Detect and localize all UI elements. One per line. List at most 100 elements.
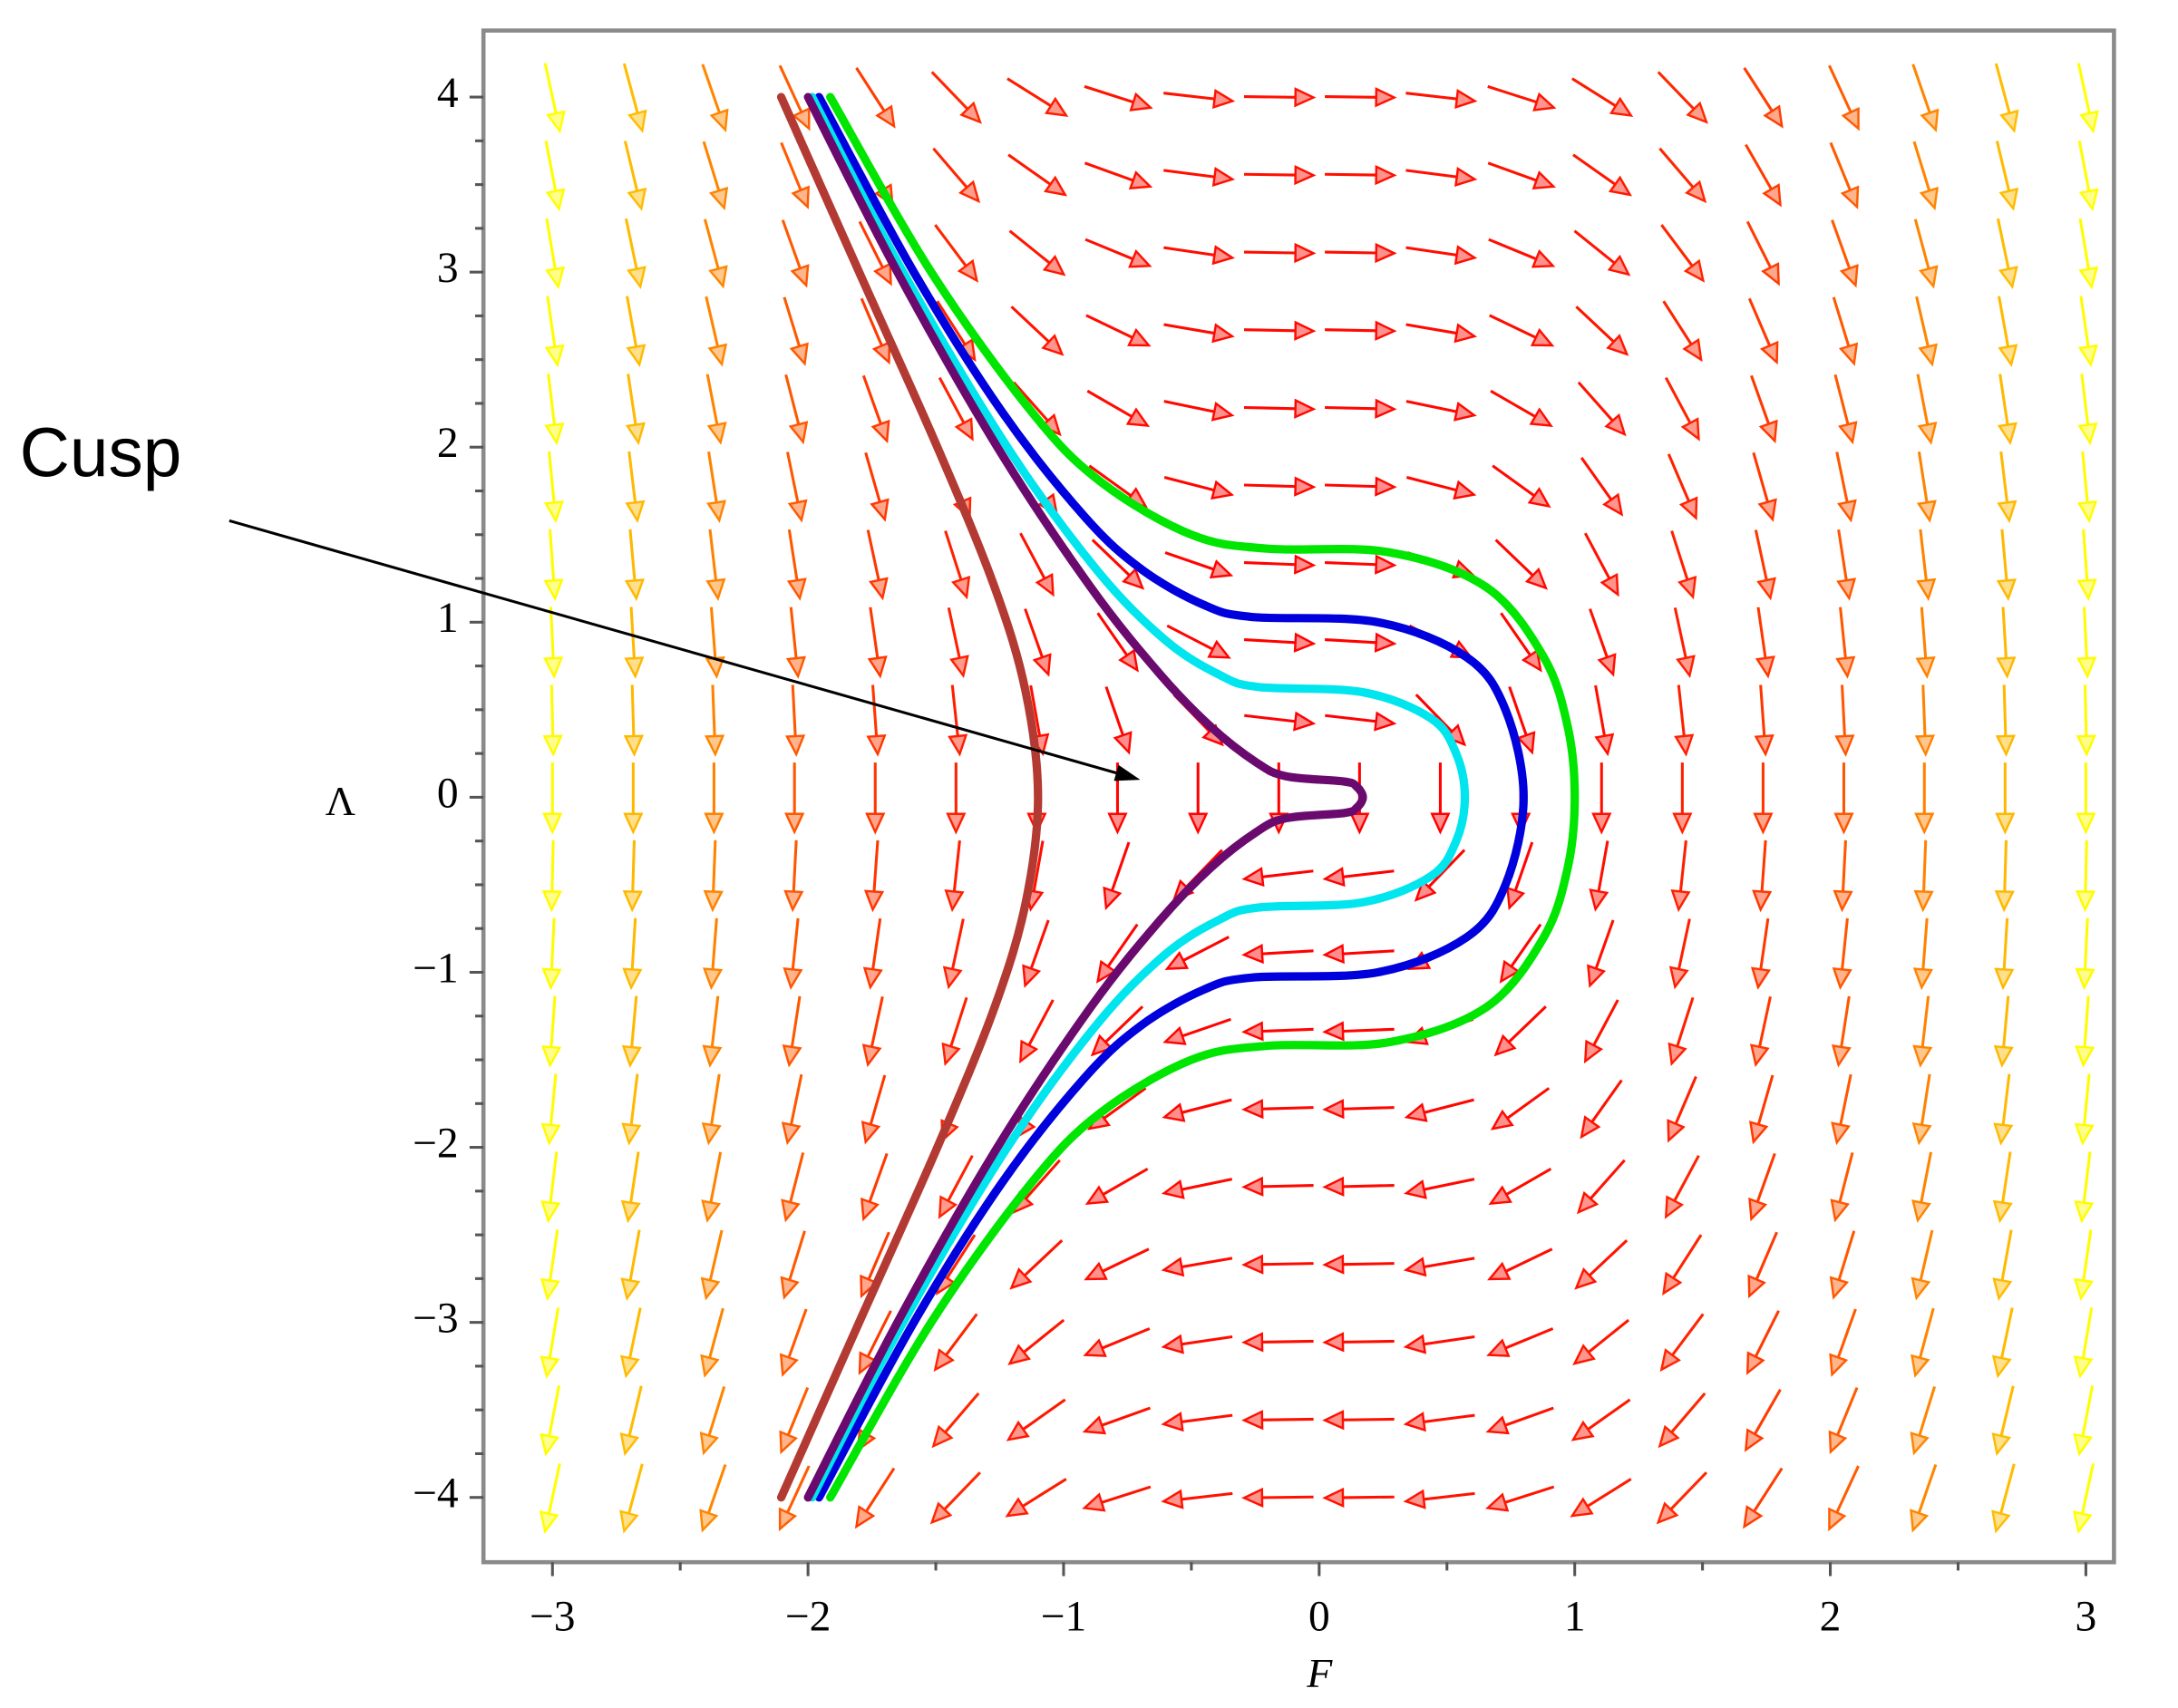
field-arrow	[1673, 607, 1696, 679]
field-arrow	[1911, 63, 1940, 133]
field-arrow	[1161, 1412, 1233, 1432]
arrow-head	[1999, 109, 2019, 133]
arrow-shaft	[1918, 1307, 1935, 1359]
arrow-head	[1009, 1267, 1033, 1290]
field-arrow	[1832, 917, 1852, 991]
field-arrow	[1086, 389, 1151, 427]
arrow-shaft	[1488, 238, 1537, 261]
arrow-shaft	[1342, 1184, 1395, 1189]
arrow-head	[1995, 812, 2016, 835]
arrow-head	[1919, 186, 1939, 211]
arrow-head	[622, 967, 643, 991]
arrow-shaft	[1674, 1075, 1697, 1125]
arrow-shaft	[711, 917, 718, 970]
arrow-head	[1602, 492, 1624, 517]
arrow-shaft	[1921, 684, 1927, 737]
field-arrow	[622, 63, 647, 133]
arrow-shaft	[1325, 172, 1376, 177]
arrow-head	[1608, 175, 1632, 197]
arrow-head	[865, 812, 886, 835]
arrow-head	[2076, 656, 2097, 679]
arrow-shaft	[1181, 1413, 1233, 1423]
arrow-shaft	[1261, 1417, 1314, 1422]
arrow-head	[1683, 258, 1706, 283]
arrow-head	[1499, 959, 1521, 984]
arrow-head	[1164, 951, 1190, 970]
arrow-shaft	[1573, 229, 1616, 265]
arrow-head	[619, 1509, 639, 1534]
field-arrow	[543, 529, 564, 602]
x-tick-label: 0	[1308, 1593, 1330, 1640]
arrow-head	[873, 262, 892, 286]
field-arrow	[1992, 1151, 2013, 1224]
arrow-shaft	[1163, 92, 1215, 101]
arrow-shaft	[548, 1307, 560, 1359]
field-arrow	[1084, 1247, 1150, 1281]
arrow-shaft	[1163, 400, 1215, 413]
arrow-head	[1914, 734, 1936, 757]
arrow-shaft	[1084, 84, 1134, 104]
field-arrow	[540, 995, 562, 1068]
field-arrow	[1241, 1099, 1314, 1120]
arrow-head	[1587, 964, 1607, 988]
arrow-shaft	[1583, 532, 1611, 579]
arrow-shaft	[789, 1151, 805, 1203]
arrow-shaft	[1101, 1485, 1152, 1504]
trajectory	[776, 92, 1043, 1502]
arrow-head	[854, 1505, 876, 1529]
field-arrow	[2076, 607, 2097, 679]
arrow-shaft	[1577, 381, 1614, 422]
arrow-head	[2073, 1432, 2094, 1457]
arrow-head	[699, 1509, 719, 1533]
arrow-head	[1607, 254, 1631, 277]
arrow-shaft	[707, 451, 718, 503]
arrow-shaft	[866, 1310, 892, 1358]
arrow-head	[1994, 967, 2015, 991]
arrow-shaft	[1181, 1257, 1233, 1268]
arrow-shaft	[1243, 172, 1296, 177]
arrow-shaft	[710, 995, 720, 1048]
field-arrow	[1085, 314, 1152, 347]
arrow-head	[1914, 812, 1935, 835]
field-arrow	[1913, 839, 1934, 913]
arrow-head	[784, 734, 806, 757]
arrow-shaft	[2001, 1073, 2011, 1126]
arrow-shaft	[628, 529, 637, 581]
arrow-head	[1430, 812, 1451, 835]
arrow-shaft	[1181, 1334, 1233, 1346]
field-arrow	[704, 762, 724, 835]
field-arrow	[702, 141, 729, 211]
arrow-shaft	[702, 141, 721, 191]
arrow-shaft	[2002, 917, 2009, 970]
arrow-shaft	[709, 607, 717, 659]
field-arrow	[1322, 943, 1395, 965]
arrow-head	[1375, 554, 1397, 575]
arrow-shaft	[543, 63, 558, 114]
arrow-shaft	[1163, 169, 1215, 179]
field-arrow	[1996, 607, 2017, 679]
arrow-shaft	[790, 995, 802, 1048]
arrow-shaft	[1164, 551, 1215, 571]
field-arrow	[929, 1471, 981, 1525]
arrow-head	[1322, 1410, 1345, 1431]
arrow-shaft	[1182, 936, 1230, 962]
arrow-shaft	[789, 1073, 803, 1126]
arrow-head	[1294, 554, 1317, 575]
field-arrow	[1996, 529, 2017, 602]
arrow-head	[2078, 188, 2099, 212]
field-arrow	[2075, 839, 2096, 913]
arrow-head	[1128, 248, 1152, 268]
arrow-head	[1211, 401, 1235, 422]
arrow-head	[1241, 1099, 1264, 1120]
arrow-shaft	[1747, 297, 1772, 346]
arrow-head	[707, 343, 728, 367]
arrow-head	[1486, 1338, 1511, 1357]
field-arrow	[1754, 684, 1774, 757]
field-arrow	[1829, 1308, 1857, 1377]
arrow-shaft	[1494, 539, 1534, 577]
arrow-shaft	[1835, 451, 1849, 503]
field-arrow	[1835, 451, 1857, 523]
arrow-shaft	[947, 607, 961, 659]
field-arrow	[1583, 532, 1619, 597]
field-arrow	[1019, 532, 1055, 597]
